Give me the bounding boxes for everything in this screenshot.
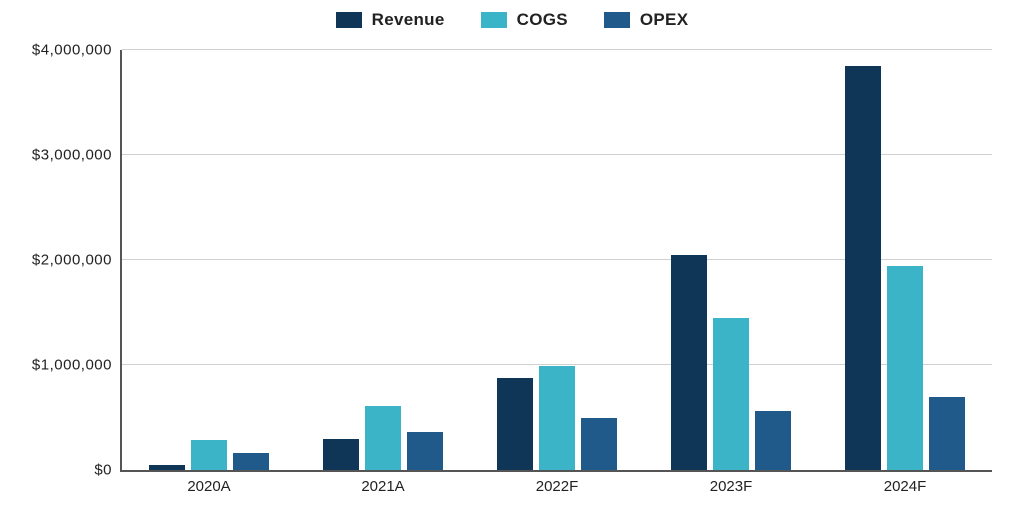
bar-cluster [323, 406, 443, 470]
bar-groups: 2020A2021A2022F2023F2024F [122, 50, 992, 470]
bar [407, 432, 443, 470]
category-group: 2024F [818, 50, 992, 470]
legend: Revenue COGS OPEX [0, 10, 1024, 33]
category-group: 2020A [122, 50, 296, 470]
y-tick-label: $4,000,000 [32, 42, 122, 59]
bar-cluster [149, 440, 269, 470]
bar [497, 378, 533, 470]
bar [539, 366, 575, 470]
bar [581, 418, 617, 471]
bar [233, 453, 269, 470]
legend-item: Revenue [336, 10, 445, 30]
bar [671, 255, 707, 470]
bar [191, 440, 227, 470]
legend-swatch [336, 12, 362, 28]
bar [755, 411, 791, 470]
bar [365, 406, 401, 470]
y-tick-label: $2,000,000 [32, 252, 122, 269]
bar [323, 439, 359, 471]
category-group: 2022F [470, 50, 644, 470]
x-tick-label: 2024F [884, 470, 927, 495]
legend-label: OPEX [640, 10, 688, 30]
legend-swatch [604, 12, 630, 28]
legend-item: OPEX [604, 10, 688, 30]
financials-bar-chart: RevenueCOGSOPEX 2020A2021A2022F2023F2024… [0, 0, 1024, 524]
x-tick-label: 2021A [361, 470, 404, 495]
x-tick-label: 2022F [536, 470, 579, 495]
bar [713, 318, 749, 470]
category-group: 2023F [644, 50, 818, 470]
y-tick-label: $3,000,000 [32, 147, 122, 164]
legend-label: Revenue [372, 10, 445, 30]
x-tick-label: 2023F [710, 470, 753, 495]
bar [149, 465, 185, 470]
plot-area: 2020A2021A2022F2023F2024F $0$1,000,000$2… [120, 50, 992, 472]
bar [845, 66, 881, 470]
legend-item: COGS [481, 10, 568, 30]
y-tick-label: $0 [94, 462, 122, 479]
bar [929, 397, 965, 471]
category-group: 2021A [296, 50, 470, 470]
legend-label: COGS [517, 10, 568, 30]
x-tick-label: 2020A [187, 470, 230, 495]
bar [887, 266, 923, 470]
bar-cluster [845, 66, 965, 470]
y-tick-label: $1,000,000 [32, 357, 122, 374]
bar-cluster [671, 255, 791, 470]
bar-cluster [497, 366, 617, 470]
legend-swatch [481, 12, 507, 28]
